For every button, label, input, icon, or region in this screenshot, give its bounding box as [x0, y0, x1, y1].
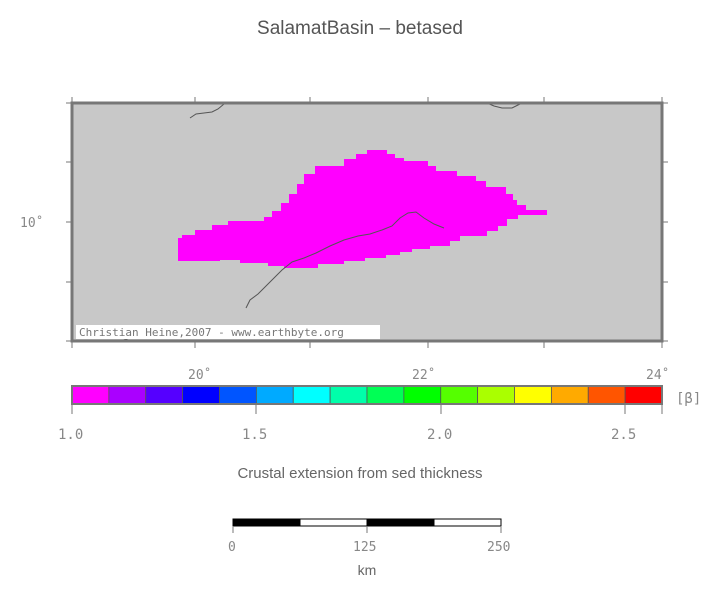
scale-tick-125: 125: [353, 540, 376, 555]
x-tick-label-20: 20˚: [188, 367, 211, 383]
colorbar-tick-2.5: 2.5: [611, 427, 636, 443]
colorbar-swatch: [145, 385, 184, 405]
colorbar-swatch: [182, 385, 220, 405]
colorbar-swatch: [255, 385, 294, 405]
colorbar-ticks: [71, 404, 663, 414]
colorbar-swatch: [550, 385, 589, 405]
scale-tick-0: 0: [228, 540, 236, 555]
colorbar-swatch: [624, 385, 663, 405]
colorbar-frame: [71, 385, 663, 405]
colorbar-swatch: [292, 385, 331, 405]
colorbar-tick-2.0: 2.0: [427, 427, 452, 443]
scale-tick-250: 250: [487, 540, 510, 555]
colorbar-swatch: [329, 385, 368, 405]
colorbar-label: [β]: [676, 391, 701, 407]
map-ticks: [66, 97, 668, 348]
credit-box: [76, 325, 380, 339]
scale-bar: [232, 518, 502, 533]
colorbar: [71, 385, 663, 405]
river-line-center: [245, 211, 445, 309]
colorbar-caption: Crustal extension from sed thickness: [237, 465, 483, 482]
colorbar-tick-1.0: 1.0: [58, 427, 83, 443]
colorbar-swatch: [477, 385, 515, 405]
basin-extent: [178, 150, 547, 268]
colorbar-swatch: [587, 385, 626, 405]
colorbar-swatch: [514, 385, 552, 405]
river-line-northeast: [486, 102, 521, 109]
x-tick-label-22: 22˚: [412, 367, 435, 383]
colorbar-swatch: [219, 385, 257, 405]
x-tick-label-24: 24˚: [646, 367, 669, 383]
colorbar-swatch: [440, 385, 479, 405]
colorbar-swatch: [108, 385, 147, 405]
map-title: SalamatBasin – betased: [257, 18, 463, 39]
credit-text: Christian Heine,2007 - www.earthbyte.org: [79, 326, 344, 339]
colorbar-swatch: [366, 385, 405, 405]
scale-unit: km: [357, 562, 377, 578]
colorbar-tick-1.5: 1.5: [242, 427, 267, 443]
colorbar-swatch: [403, 385, 442, 405]
y-tick-label-10: 10˚: [20, 215, 43, 231]
river-line-north: [189, 103, 225, 119]
colorbar-swatch: [71, 385, 110, 405]
